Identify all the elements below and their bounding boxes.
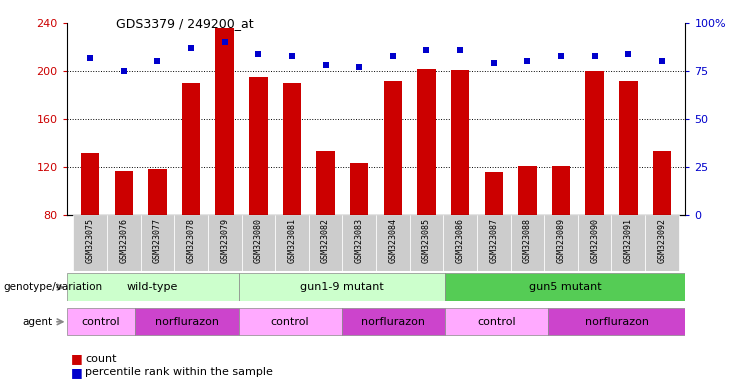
- Bar: [548, 308, 685, 336]
- Bar: [136, 308, 239, 336]
- Bar: [443, 215, 477, 271]
- Bar: [174, 215, 208, 271]
- Point: [152, 58, 164, 65]
- Text: GSM323091: GSM323091: [624, 218, 633, 263]
- Text: GSM323086: GSM323086: [456, 218, 465, 263]
- Text: GSM323084: GSM323084: [388, 218, 397, 263]
- Text: GSM323090: GSM323090: [590, 218, 599, 263]
- Bar: [283, 83, 302, 215]
- Bar: [578, 215, 611, 271]
- Text: GSM323089: GSM323089: [556, 218, 565, 263]
- Bar: [141, 215, 174, 271]
- Text: GSM323082: GSM323082: [321, 218, 330, 263]
- Bar: [148, 169, 167, 215]
- Bar: [410, 215, 443, 271]
- Bar: [309, 215, 342, 271]
- Point: [656, 58, 668, 65]
- Text: GSM323092: GSM323092: [657, 218, 666, 263]
- Text: norflurazon: norflurazon: [585, 316, 648, 327]
- Point: [319, 62, 331, 68]
- Bar: [544, 215, 578, 271]
- Bar: [445, 273, 685, 301]
- Bar: [342, 215, 376, 271]
- Text: ■: ■: [70, 353, 82, 366]
- Text: gun5 mutant: gun5 mutant: [529, 282, 602, 292]
- Bar: [115, 170, 133, 215]
- Bar: [376, 215, 410, 271]
- Point: [286, 53, 298, 59]
- Bar: [445, 308, 548, 336]
- Point: [421, 47, 433, 53]
- Bar: [511, 215, 544, 271]
- Point: [488, 60, 499, 66]
- Point: [522, 58, 534, 65]
- Bar: [249, 77, 268, 215]
- Text: count: count: [85, 354, 117, 364]
- Bar: [208, 215, 242, 271]
- Bar: [182, 83, 200, 215]
- Point: [555, 53, 567, 59]
- Text: control: control: [270, 316, 310, 327]
- Text: gun1-9 mutant: gun1-9 mutant: [300, 282, 384, 292]
- Bar: [216, 28, 234, 215]
- Text: GSM323081: GSM323081: [288, 218, 296, 263]
- Text: wild-type: wild-type: [127, 282, 179, 292]
- Point: [588, 53, 600, 59]
- Point: [84, 55, 96, 61]
- Bar: [350, 164, 368, 215]
- Text: GSM323088: GSM323088: [523, 218, 532, 263]
- Point: [219, 39, 230, 45]
- Bar: [611, 215, 645, 271]
- Text: percentile rank within the sample: percentile rank within the sample: [85, 367, 273, 377]
- Point: [118, 68, 130, 74]
- Bar: [552, 166, 571, 215]
- Bar: [417, 69, 436, 215]
- Bar: [477, 215, 511, 271]
- Bar: [585, 71, 604, 215]
- Bar: [645, 215, 679, 271]
- Point: [185, 45, 197, 51]
- Point: [622, 51, 634, 57]
- Bar: [107, 215, 141, 271]
- Text: GSM323079: GSM323079: [220, 218, 229, 263]
- Text: GSM323076: GSM323076: [119, 218, 128, 263]
- Bar: [316, 151, 335, 215]
- Point: [454, 47, 466, 53]
- Text: norflurazon: norflurazon: [362, 316, 425, 327]
- Text: GDS3379 / 249200_at: GDS3379 / 249200_at: [116, 17, 254, 30]
- Text: control: control: [477, 316, 516, 327]
- Text: norflurazon: norflurazon: [155, 316, 219, 327]
- Bar: [67, 273, 239, 301]
- Bar: [239, 308, 342, 336]
- Bar: [73, 215, 107, 271]
- Point: [387, 53, 399, 59]
- Point: [253, 51, 265, 57]
- Text: ■: ■: [70, 366, 82, 379]
- Bar: [653, 151, 671, 215]
- Bar: [485, 172, 503, 215]
- Bar: [242, 215, 275, 271]
- Bar: [619, 81, 637, 215]
- Text: GSM323083: GSM323083: [355, 218, 364, 263]
- Bar: [81, 152, 99, 215]
- Point: [353, 64, 365, 70]
- Bar: [67, 308, 136, 336]
- Bar: [239, 273, 445, 301]
- Bar: [342, 308, 445, 336]
- Text: GSM323080: GSM323080: [254, 218, 263, 263]
- Text: GSM323078: GSM323078: [187, 218, 196, 263]
- Text: control: control: [82, 316, 120, 327]
- Text: GSM323087: GSM323087: [489, 218, 498, 263]
- Bar: [275, 215, 309, 271]
- Text: GSM323077: GSM323077: [153, 218, 162, 263]
- Text: agent: agent: [22, 317, 53, 327]
- Bar: [451, 70, 469, 215]
- Text: GSM323075: GSM323075: [86, 218, 95, 263]
- Text: GSM323085: GSM323085: [422, 218, 431, 263]
- Bar: [384, 81, 402, 215]
- Text: genotype/variation: genotype/variation: [4, 282, 103, 292]
- Bar: [518, 166, 536, 215]
